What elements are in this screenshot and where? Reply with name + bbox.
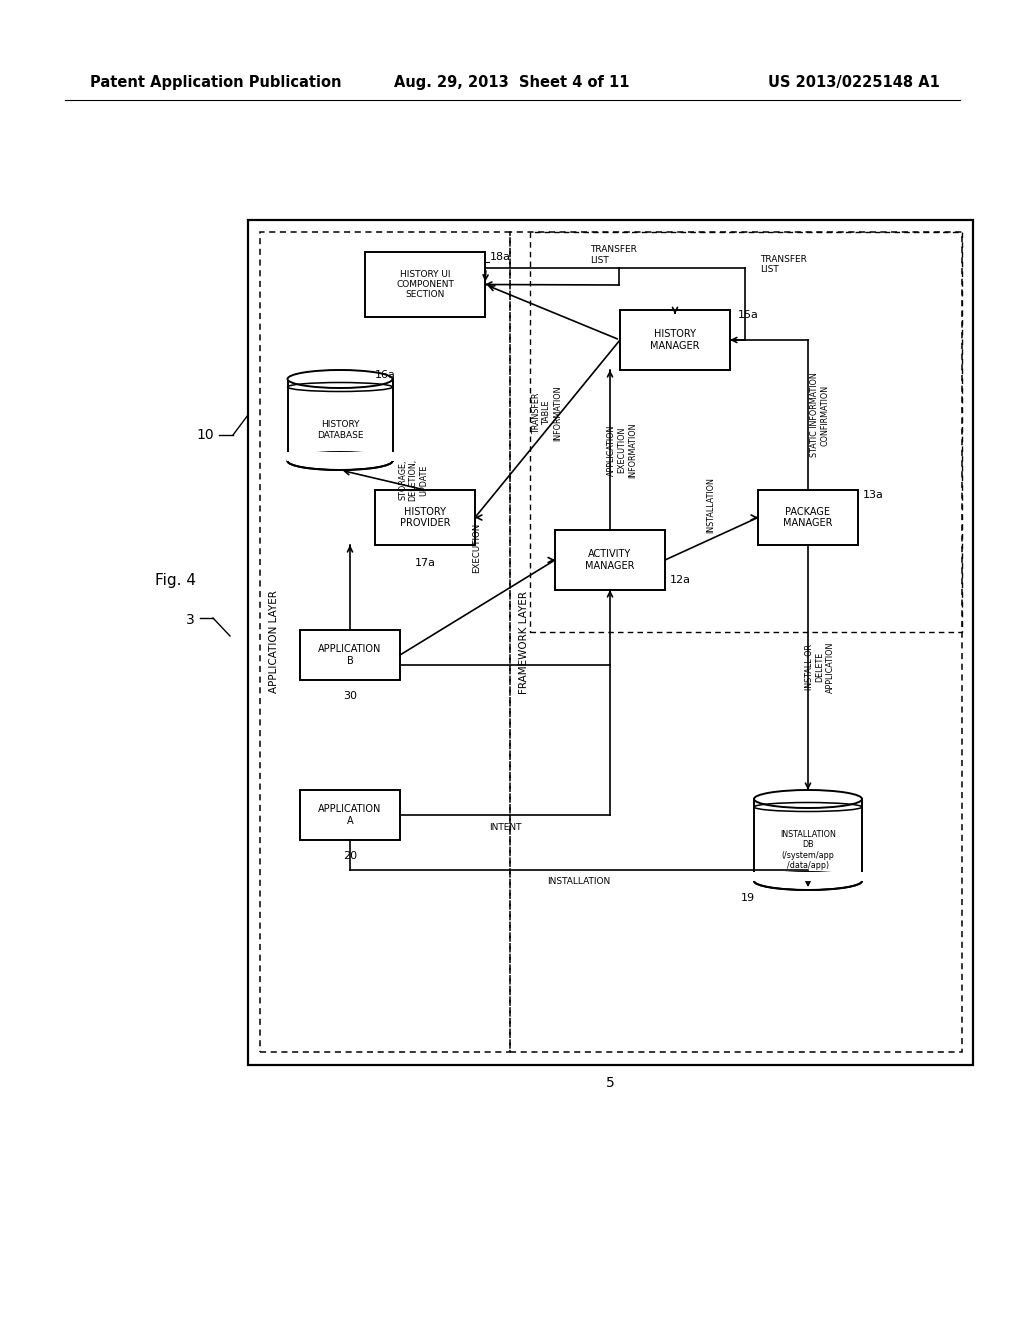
Bar xyxy=(300,789,400,840)
Bar xyxy=(287,451,393,461)
Bar xyxy=(758,490,858,545)
Text: US 2013/0225148 A1: US 2013/0225148 A1 xyxy=(768,74,940,90)
Text: STORAGE,
DELETION,
UPDATE: STORAGE, DELETION, UPDATE xyxy=(398,459,428,502)
Text: INTENT: INTENT xyxy=(488,822,521,832)
Text: 3: 3 xyxy=(186,612,195,627)
Bar xyxy=(260,232,510,1052)
Bar xyxy=(620,310,730,370)
Text: 17a: 17a xyxy=(415,558,435,568)
Text: INSTALLATION: INSTALLATION xyxy=(548,878,610,887)
Text: STATIC INFORMATION
CONFIRMATION: STATIC INFORMATION CONFIRMATION xyxy=(810,372,829,457)
Text: HISTORY
PROVIDER: HISTORY PROVIDER xyxy=(399,507,451,528)
Ellipse shape xyxy=(754,789,862,808)
Bar xyxy=(365,252,485,317)
Text: 5: 5 xyxy=(606,1076,614,1090)
Bar xyxy=(375,490,475,545)
Text: 16a: 16a xyxy=(375,370,396,380)
Text: INSTALL OR
DELETE
APPLICATION: INSTALL OR DELETE APPLICATION xyxy=(805,642,835,693)
Text: HISTORY
MANAGER: HISTORY MANAGER xyxy=(650,329,699,351)
Text: 10: 10 xyxy=(197,428,214,442)
Text: INSTALLATION: INSTALLATION xyxy=(707,478,716,533)
Text: 18a: 18a xyxy=(490,252,511,261)
Text: 13a: 13a xyxy=(863,490,884,500)
Text: Aug. 29, 2013  Sheet 4 of 11: Aug. 29, 2013 Sheet 4 of 11 xyxy=(394,74,630,90)
Bar xyxy=(753,873,863,880)
Text: TRANSFER
LIST: TRANSFER LIST xyxy=(760,255,807,275)
Text: FRAMEWORK LAYER: FRAMEWORK LAYER xyxy=(519,590,529,693)
Text: EXECUTION: EXECUTION xyxy=(472,523,481,573)
Text: HISTORY
DATABASE: HISTORY DATABASE xyxy=(316,420,364,440)
Text: APPLICATION
B: APPLICATION B xyxy=(318,644,382,665)
Text: TRANSFER
TABLE
INFORMATION: TRANSFER TABLE INFORMATION xyxy=(532,385,562,441)
Bar xyxy=(300,630,400,680)
Text: ACTIVITY
MANAGER: ACTIVITY MANAGER xyxy=(586,549,635,570)
Text: TRANSFER
LIST: TRANSFER LIST xyxy=(590,246,637,265)
Text: APPLICATION LAYER: APPLICATION LAYER xyxy=(269,590,279,693)
Ellipse shape xyxy=(754,873,862,890)
Bar xyxy=(248,220,973,1065)
Text: APPLICATION
EXECUTION
INFORMATION: APPLICATION EXECUTION INFORMATION xyxy=(607,422,637,478)
Bar xyxy=(555,531,665,590)
Text: 12a: 12a xyxy=(670,576,691,585)
Text: HISTORY UI
COMPONENT
SECTION: HISTORY UI COMPONENT SECTION xyxy=(396,269,454,300)
Ellipse shape xyxy=(288,451,392,470)
Text: 15a: 15a xyxy=(738,310,759,319)
Text: 19: 19 xyxy=(741,894,755,903)
Text: Fig. 4: Fig. 4 xyxy=(155,573,196,587)
Text: PACKAGE
MANAGER: PACKAGE MANAGER xyxy=(783,507,833,528)
Bar xyxy=(510,232,962,1052)
Ellipse shape xyxy=(288,370,392,388)
Text: APPLICATION
A: APPLICATION A xyxy=(318,804,382,826)
Text: Patent Application Publication: Patent Application Publication xyxy=(90,74,341,90)
Text: 30: 30 xyxy=(343,690,357,701)
Text: 20: 20 xyxy=(343,851,357,861)
Text: INSTALLATION
DB
(/system/app
/data/app): INSTALLATION DB (/system/app /data/app) xyxy=(780,830,836,870)
Bar xyxy=(530,232,962,632)
